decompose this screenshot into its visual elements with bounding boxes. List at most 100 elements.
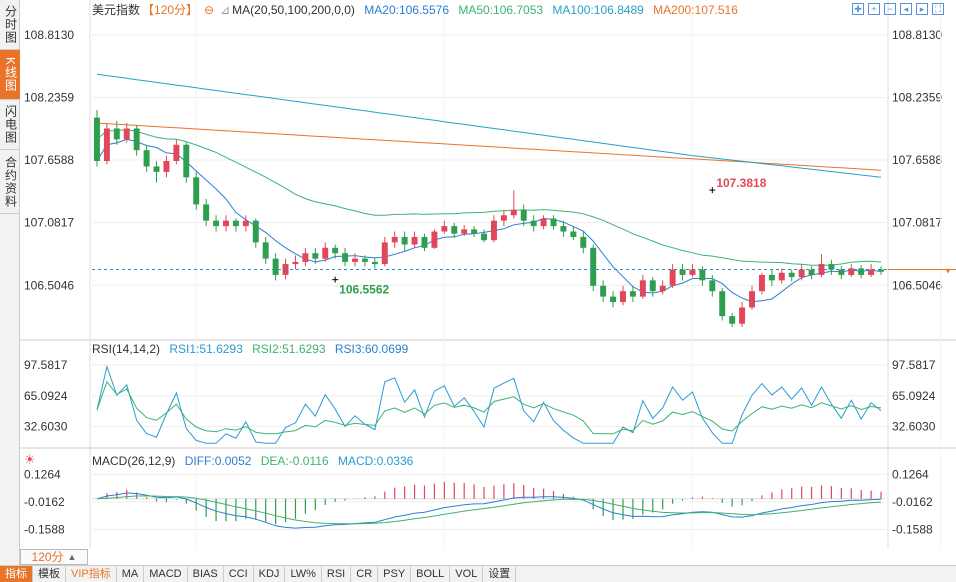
candle-body [639,280,646,297]
next-icon[interactable]: ▸ [916,3,928,15]
zoom-out-icon[interactable]: − [884,3,896,15]
indicator-tab-6[interactable]: CCI [224,566,254,582]
period-button[interactable]: 120分 ▲ [20,548,88,565]
indicator-tab-0[interactable]: 指标 [0,566,33,582]
diff-value: DIFF:0.0052 [184,454,252,468]
indicator-tab-7[interactable]: KDJ [254,566,286,582]
fullscreen-icon[interactable]: ⛶ [932,3,944,15]
candle-body [659,285,666,292]
candle-body [749,291,755,308]
price-ytick-right-0: 108.8130 [892,28,942,42]
macd-ytick-right-0: 0.1264 [892,467,929,481]
rsi2-line [96,380,882,435]
candle-body [550,218,557,227]
x-tick-3: 02/22 [925,547,955,548]
candle-body [868,269,875,275]
candle-body [242,220,249,227]
candle-body [490,220,497,241]
candle-body [729,316,736,324]
candle-body [838,269,845,275]
ma50-line [96,128,882,266]
candle-body [689,269,696,275]
refresh-icon[interactable]: ⊖ [204,3,215,17]
rsi1-value: RSI1:51.6293 [169,342,243,356]
rsi2-value: RSI2:51.6293 [252,342,326,356]
candle-body [768,274,775,281]
indicator-tab-2[interactable]: VIP指标 [66,566,117,582]
candle-body [679,269,686,275]
price-ytick-right-1: 108.2359 [892,90,942,104]
macd-settings-icon[interactable]: ☀ [24,452,36,467]
candle-body [699,269,706,281]
candle-body [262,242,269,259]
macd-ytick-left-1: -0.0162 [24,495,65,509]
rsi3-value: RSI3:60.0699 [334,342,409,356]
side-tab-3[interactable]: 合约资料 [0,150,20,214]
candle-body [481,233,488,241]
macd-value: MACD:0.0336 [337,454,414,468]
candle-body [451,226,458,234]
rsi-label: RSI(14,14,2) [92,342,161,356]
candle-body [461,229,468,234]
indicator-tab-10[interactable]: CR [351,566,379,582]
symbol-name: 美元指数 [92,3,141,17]
candle-body [441,226,448,232]
candle-body [739,307,746,324]
candle-body [232,220,239,227]
indicator-tab-13[interactable]: VOL [450,566,484,582]
indicator-tab-12[interactable]: BOLL [411,566,451,582]
candle-body [590,247,597,286]
candle-body [709,280,716,292]
annotation-label-1: 107.3818 [716,176,766,190]
x-tick-1: 02/18 [428,547,458,548]
rsi1-line [96,364,882,444]
indicator-tab-11[interactable]: PSY [378,566,412,582]
indicator-tab-4[interactable]: MACD [144,566,188,582]
price-ytick-right-4: 106.5046 [892,278,942,292]
x-tick-2: 02/20 [676,547,706,548]
side-tab-1[interactable]: K线图 [0,50,20,100]
candle-body [620,291,626,303]
candle-body [560,226,567,232]
candle-body [431,231,438,248]
indicator-tab-14[interactable]: 设置 [483,566,517,582]
candle-body [183,144,190,178]
candle-body [471,229,478,234]
chart-area: 108.8130 108.8130 108.2359 108.2359 107.6588… [20,0,956,565]
candle-body [342,253,349,262]
candle-body [649,280,656,292]
indicator-tab-3[interactable]: MA [117,566,145,582]
dea-line [96,495,882,525]
candle-body [213,220,220,227]
candle-body [421,236,428,248]
indicator-tab-5[interactable]: BIAS [188,566,224,582]
macd-ytick-right-1: -0.0162 [892,495,933,509]
expand-icon[interactable]: ✚ [852,3,864,15]
ma100-line [96,73,882,178]
candle-body [381,242,388,265]
candle-body [848,268,855,275]
candle-body [411,236,418,245]
candle-body [371,261,378,265]
side-tab-2[interactable]: 闪电图 [0,100,20,150]
chart-canvas[interactable]: 108.8130 108.8130 108.2359 108.2359 107.6588… [20,0,956,548]
candle-body [203,204,210,221]
prev-icon[interactable]: ◂ [900,3,912,15]
indicator-tab-8[interactable]: LW% [285,566,322,582]
candle-body [133,128,140,151]
candle-body [878,269,885,272]
candle-body [788,272,795,278]
indicator-tab-1[interactable]: 模板 [33,566,66,582]
side-tab-0[interactable]: 分时图 [0,0,20,50]
ma-settings-icon[interactable]: ⊿ [220,3,231,17]
indicator-tab-9[interactable]: RSI [322,566,352,582]
ma200-value: MA200:107.516 [653,3,738,17]
candle-body [828,264,835,270]
candle-body [669,269,676,286]
candle-body [153,166,160,172]
chart-toolbar: ✚ + − ◂ ▸ ⛶ [852,3,944,15]
price-ytick-left-2: 107.6588 [24,153,74,167]
candle-body [302,253,309,262]
candle-body [322,247,329,259]
zoom-in-icon[interactable]: + [868,3,880,15]
